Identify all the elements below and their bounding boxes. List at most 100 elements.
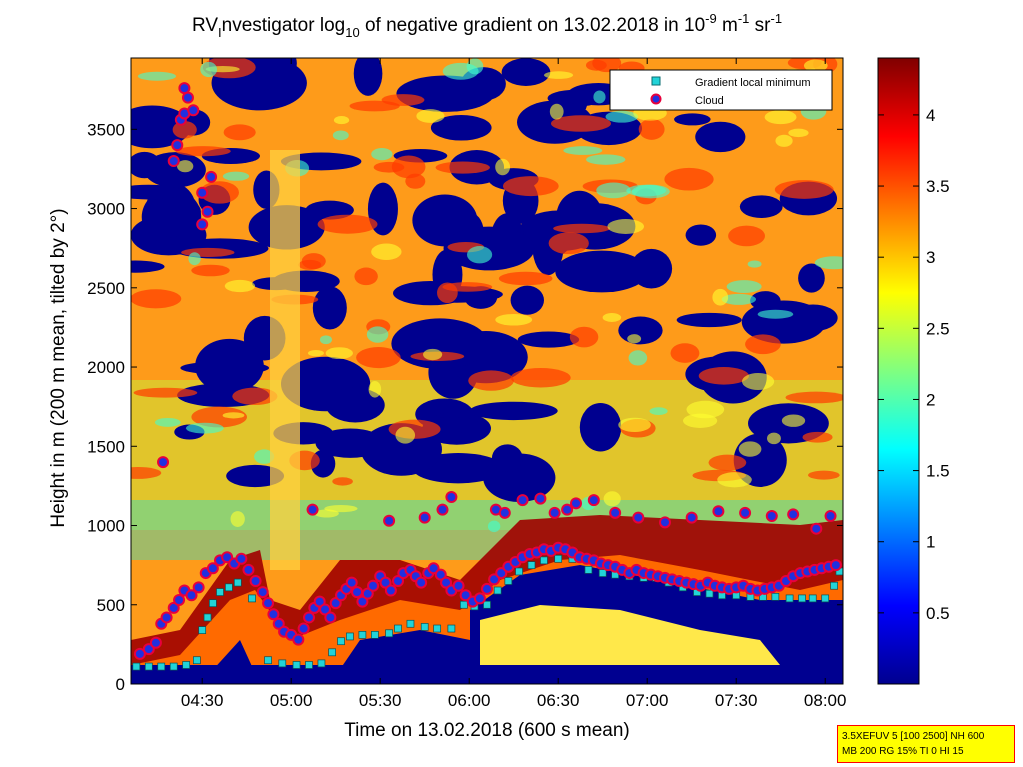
cloud-point <box>392 574 404 587</box>
cloud-point <box>181 91 194 104</box>
cloud-point <box>765 510 778 523</box>
gradient-minimum-point <box>798 594 806 603</box>
cloud-point <box>171 139 184 152</box>
gradient-minimum-point <box>515 567 523 576</box>
legend-square-marker-icon <box>651 76 661 86</box>
y-tick-label: 0 <box>116 675 125 694</box>
gradient-minimum-point <box>830 581 838 590</box>
cloud-point <box>488 573 501 586</box>
cloud-point <box>384 584 397 597</box>
cloud-point <box>256 586 269 599</box>
x-tick-label: 08:00 <box>804 691 847 710</box>
cloud-point <box>587 494 600 507</box>
colorbar-tick-label: 2 <box>926 390 935 409</box>
x-tick-label: 07:30 <box>715 691 758 710</box>
cloud-point <box>351 586 364 599</box>
cloud-point <box>685 511 698 524</box>
cloud-point <box>516 494 529 507</box>
cloud-point <box>810 522 823 535</box>
gradient-minimum-point <box>460 600 468 609</box>
cloud-point <box>292 633 305 646</box>
x-tick-label: 06:30 <box>537 691 580 710</box>
cloud-point <box>473 592 486 605</box>
y-tick-label: 2000 <box>87 358 125 377</box>
cloud-point <box>142 643 155 656</box>
cloud-point <box>133 647 146 660</box>
plot-frame <box>130 57 844 685</box>
gradient-minimum-point <box>504 577 513 585</box>
cloud-point <box>787 508 800 521</box>
gradient-minimum-point <box>420 623 429 631</box>
cloud-point <box>570 497 582 510</box>
gradient-minimum-point <box>785 594 794 603</box>
cloud-point <box>561 503 574 516</box>
cloud-point <box>356 595 369 608</box>
colorbar: 0.5 1 1.5 2 2.5 3 3.5 4 <box>877 57 950 685</box>
cloud-point <box>185 589 198 602</box>
cloud-point <box>739 506 752 519</box>
gradient-minimum-point <box>216 588 224 596</box>
cloud-point <box>345 576 358 589</box>
cloud-point <box>415 576 428 589</box>
cloud-point <box>436 503 449 516</box>
y-tick-label: 1500 <box>87 437 125 456</box>
colorbar-tick-label: 1.5 <box>926 462 950 481</box>
cloud-point <box>418 511 431 524</box>
cloud-point <box>297 622 310 635</box>
gradient-minimum-point <box>328 648 336 657</box>
gradient-minimum-point <box>406 619 415 628</box>
gradient-minimum-point <box>433 624 442 633</box>
cloud-point <box>434 568 447 581</box>
y-tick-label: 3500 <box>87 120 125 139</box>
gradient-minimum-point <box>292 661 301 669</box>
cloud-point <box>459 589 472 602</box>
colorbar-tick-label: 3.5 <box>926 177 950 196</box>
x-axis-label: Time on 13.02.2018 (600 s mean) <box>344 720 630 741</box>
gradient-minimum-point <box>193 656 201 665</box>
cloud-point <box>221 551 234 564</box>
y-tick-label: 3000 <box>87 200 125 219</box>
gradient-minimum-point <box>598 569 607 577</box>
cloud-point <box>824 510 837 523</box>
y-tick-label: 500 <box>97 596 125 615</box>
gradient-minimum-point <box>358 631 367 639</box>
gradient-minimum-point <box>527 561 536 569</box>
cloud-point <box>167 601 180 614</box>
gradient-minimum-point <box>554 554 563 563</box>
gradient-minimum-point <box>483 600 491 609</box>
cloud-point <box>205 170 218 183</box>
cloud-point <box>379 576 392 589</box>
cloud-point <box>324 611 337 624</box>
cloud-point <box>167 155 180 168</box>
gradient-minimum-point <box>233 578 242 587</box>
cloud-point <box>659 516 671 529</box>
info-line-2: MB 200 RG 15% TI 0 HI 15 <box>842 746 964 757</box>
cloud-point <box>192 581 205 594</box>
cloud-point <box>157 456 170 469</box>
colorbar-tick-label: 1 <box>926 533 935 552</box>
colorbar-tick-label: 2.5 <box>926 319 950 338</box>
cloud-point <box>303 611 315 624</box>
gradient-minimum-point <box>132 662 141 671</box>
colorbar-gradient <box>877 57 920 685</box>
cloud-point <box>160 611 173 624</box>
legend-label-cloud: Cloud <box>695 95 724 107</box>
gradient-minimum-point <box>371 631 379 639</box>
gradient-minimum-point <box>169 662 178 671</box>
gradient-minimum-point <box>225 583 233 592</box>
cloud-point <box>609 506 622 519</box>
colorbar-tick-label: 0.5 <box>926 604 950 623</box>
cloud-point <box>427 562 440 575</box>
cloud-point <box>367 579 380 592</box>
cloud-point <box>206 562 219 575</box>
gradient-minimum-point <box>198 626 207 634</box>
cloud-point <box>319 603 332 616</box>
cloud-point <box>187 104 200 117</box>
cloud-point <box>548 506 561 519</box>
colorbar-tick-label: 3 <box>926 248 935 267</box>
info-box: 3.5XEFUV 5 [100 2500] NH 600 MB 200 RG 1… <box>837 725 1015 763</box>
gradient-minimum-point <box>346 632 354 641</box>
cloud-point <box>445 490 458 503</box>
gradient-minimum-point <box>337 637 345 646</box>
